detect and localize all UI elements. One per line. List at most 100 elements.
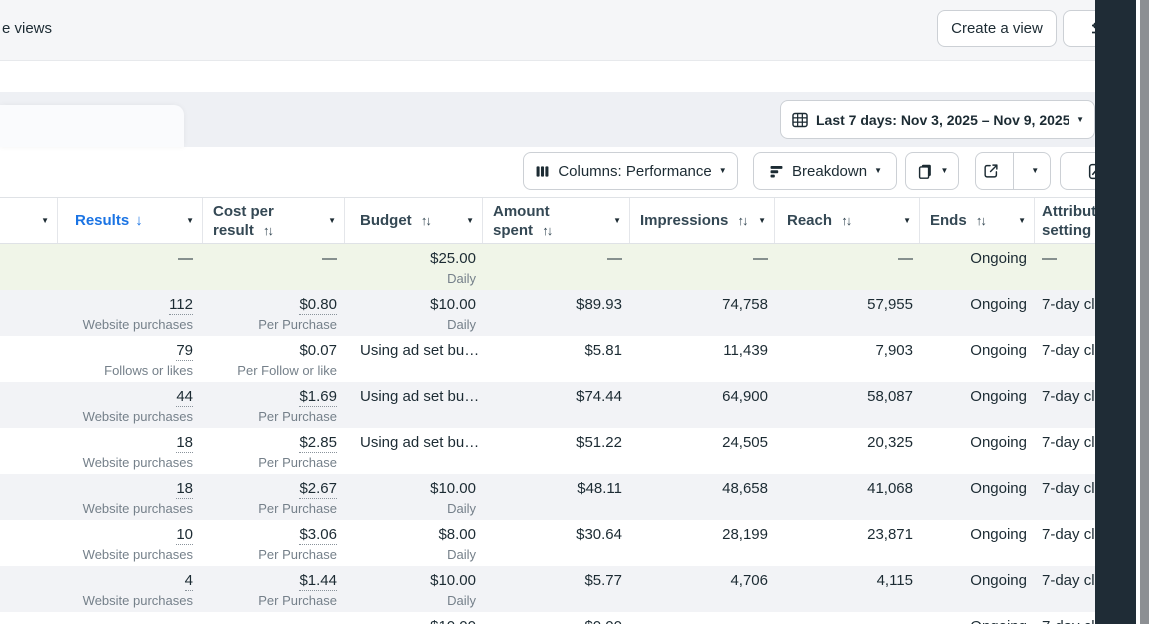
date-range-button[interactable]: Last 7 days: Nov 3, 2025 – Nov 9, 2025 ▼ [780, 100, 1095, 139]
caret-down-icon: ▼ [874, 166, 882, 175]
export-button[interactable] [976, 153, 1006, 189]
table-row[interactable]: 44 Website purchases $1.69 Per Purchase Usin… [0, 382, 1149, 428]
create-view-button[interactable]: Create a view [937, 10, 1057, 47]
table-row[interactable]: 4 Website purchases $1.44 Per Purchase $10.0… [0, 566, 1149, 612]
cell-budget: Using ad set bu… [360, 434, 480, 451]
sort-icon: ↑↓ [420, 213, 432, 228]
header-cell-ends[interactable]: Ends ↑↓ ▼ [920, 198, 1035, 243]
cell-impressions: — [630, 612, 775, 624]
cell-cost: $2.85 Per Purchase [203, 428, 345, 474]
caret-down-icon[interactable]: ▼ [328, 215, 336, 225]
breakdown-icon [768, 163, 785, 180]
cost-sublabel: Per Purchase [258, 593, 337, 608]
table-row[interactable]: 18 Website purchases $2.67 Per Purchase $10.… [0, 474, 1149, 520]
table-body: — — $25.00 Daily — — — Ongoing —112 Website purch… [0, 244, 1149, 624]
cell-attribution: 7-day cl [1042, 572, 1095, 589]
header-cell-budget[interactable]: Budget ↑↓ ▼ [345, 198, 483, 243]
results-value[interactable]: 18 [176, 434, 193, 453]
cell-spent: $48.11 [577, 480, 622, 497]
reports-button[interactable]: ▼ [905, 152, 959, 190]
cell-spent: — [607, 250, 622, 267]
cell-attribution: 7-day cl [1042, 526, 1095, 543]
results-value[interactable]: 112 [169, 296, 193, 315]
cost-value[interactable]: $2.67 [299, 480, 337, 499]
cell-reach: — [898, 250, 913, 267]
cell-impressions: 64,900 [722, 388, 768, 405]
table-row[interactable]: — — $25.00 Daily — — — Ongoing — [0, 244, 1149, 290]
export-icon [982, 162, 1000, 180]
cell-attribution: 7-day cl [1042, 342, 1095, 359]
cell-spent: $89.93 [576, 296, 622, 313]
header-cell-impressions[interactable]: Impressions ↑↓ ▼ [630, 198, 775, 243]
results-value[interactable]: 4 [184, 572, 193, 591]
sort-icon: ↑↓ [841, 213, 852, 228]
cell-budget: $8.00 Daily [345, 520, 483, 566]
results-sublabel: Follows or likes [104, 363, 193, 378]
top-bar: e views Create a view [0, 0, 1149, 61]
date-range-label: Last 7 days: Nov 3, 2025 – Nov 9, 2025 [816, 111, 1070, 128]
cell-ends: Ongoing [970, 296, 1027, 313]
cost-value[interactable]: $1.44 [299, 572, 337, 591]
results-value[interactable]: 10 [176, 526, 193, 545]
caret-down-icon[interactable]: ▼ [903, 215, 911, 225]
caret-down-icon[interactable]: ▼ [1018, 215, 1026, 225]
cell-reach: 57,955 [867, 296, 913, 313]
cell-budget: Using ad set bu… [360, 388, 480, 405]
cost-value[interactable]: $0.80 [299, 296, 337, 315]
cell-ends: Ongoing [970, 572, 1027, 589]
caret-down-icon[interactable]: ▼ [466, 215, 474, 225]
cost-sublabel: Per Follow or like [237, 363, 337, 378]
export-options-button[interactable]: ▼ [1021, 153, 1051, 189]
results-sublabel: Website purchases [82, 317, 193, 332]
results-sublabel: Website purchases [82, 455, 193, 470]
table-row[interactable]: 10 Website purchases $3.06 Per Purchase $8.0… [0, 520, 1149, 566]
cell-attribution: 7-day cl [1042, 388, 1095, 405]
cost-value[interactable]: $1.69 [299, 388, 337, 407]
cell-budget: $25.00 Daily [345, 244, 483, 290]
table-row[interactable]: 18 Website purchases $2.85 Per Purchase Usin… [0, 428, 1149, 474]
table-row[interactable]: 112 Website purchases $0.80 Per Purchase $10… [0, 290, 1149, 336]
header-cell-name[interactable]: ▼ [0, 198, 58, 243]
cell-impressions: 48,658 [722, 480, 768, 497]
header-cell-results[interactable]: Results ↓ ▼ [58, 198, 203, 243]
cell-cost: — [203, 612, 345, 624]
vertical-scrollbar[interactable] [1140, 0, 1149, 624]
sort-icon: ↑↓ [737, 213, 749, 228]
cell-ends: Ongoing [970, 434, 1027, 451]
header-cell-amount-spent[interactable]: Amount spent ↑↓ ▼ [483, 198, 630, 243]
active-table-tab[interactable] [0, 105, 184, 147]
cost-sublabel: Per Purchase [258, 409, 337, 424]
caret-down-icon[interactable]: ▼ [41, 215, 49, 225]
cell-impressions: 28,199 [722, 526, 768, 543]
table-row[interactable]: 79 Follows or likes $0.07 Per Follow or lik… [0, 336, 1149, 382]
results-value[interactable]: 44 [176, 388, 193, 407]
caret-down-icon: ▼ [940, 166, 949, 175]
cost-value[interactable]: $3.06 [299, 526, 337, 545]
results-sublabel: Website purchases [82, 593, 193, 608]
header-cell-reach[interactable]: Reach ↑↓ ▼ [775, 198, 920, 243]
cell-ends: Ongoing [970, 526, 1027, 543]
caret-down-icon[interactable]: ▼ [613, 215, 621, 225]
results-value[interactable]: 79 [176, 342, 193, 361]
cell-spent: $5.77 [584, 572, 622, 589]
cell-cost: $1.69 Per Purchase [203, 382, 345, 428]
cell-attribution: 7-day cl [1035, 612, 1149, 624]
results-sublabel: Website purchases [82, 409, 193, 424]
budget-sublabel: Daily [447, 317, 476, 332]
cell-cost: $0.07 Per Follow or like [203, 336, 345, 382]
budget-sublabel: Daily [447, 271, 476, 286]
columns-button[interactable]: Columns: Performance ▼ [523, 152, 738, 190]
results-value[interactable]: 18 [176, 480, 193, 499]
scrollbar-track [1136, 0, 1140, 624]
budget-sublabel: Daily [447, 547, 476, 562]
breakdown-button[interactable]: Breakdown ▼ [753, 152, 897, 190]
caret-down-icon[interactable]: ▼ [186, 215, 194, 225]
export-split-button: ▼ [975, 152, 1051, 190]
caret-down-icon[interactable]: ▼ [758, 215, 766, 225]
cell-spent: $5.81 [584, 342, 622, 359]
header-cell-cost-per-result[interactable]: Cost per result ↑↓ ▼ [203, 198, 345, 243]
cost-value[interactable]: $2.85 [299, 434, 337, 453]
cell-impressions: 11,439 [723, 342, 768, 359]
